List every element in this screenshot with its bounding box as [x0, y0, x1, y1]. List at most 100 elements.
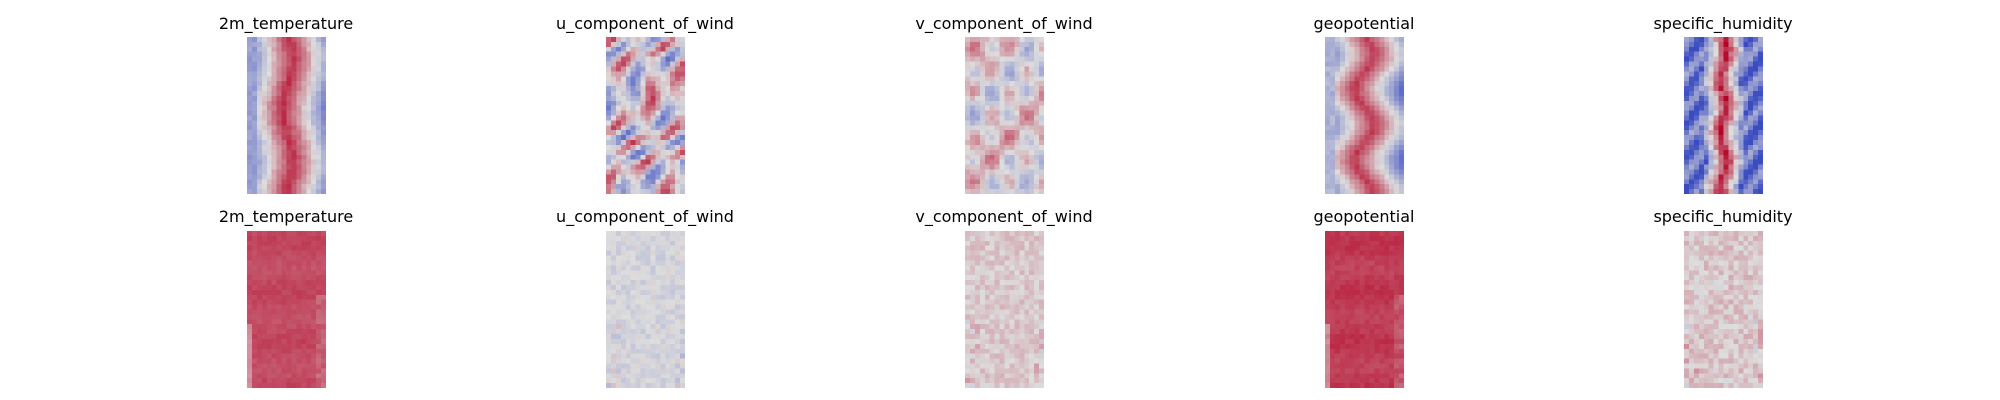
heatmap-cell	[1752, 130, 1758, 136]
heatmap-cell	[679, 130, 685, 136]
heatmap-cell	[1718, 270, 1724, 276]
heatmap-cell	[1334, 231, 1340, 237]
heatmap-cell	[1354, 358, 1360, 364]
heatmap-cell	[1339, 343, 1345, 349]
heatmap-cell	[1732, 154, 1738, 160]
heatmap-cell	[1018, 184, 1024, 190]
heatmap-cell	[654, 140, 660, 146]
heatmap-cell	[989, 235, 995, 241]
heatmap-cell	[310, 383, 316, 388]
heatmap-cell	[1708, 81, 1714, 87]
heatmap-cell	[1688, 37, 1694, 43]
heatmap-cell	[251, 66, 257, 72]
heatmap-cell	[1028, 169, 1034, 175]
heatmap-cell	[1737, 275, 1743, 281]
heatmap-cell	[1713, 149, 1719, 155]
heatmap-cell	[315, 250, 321, 256]
heatmap-cell	[295, 120, 301, 126]
heatmap-cell	[246, 41, 252, 47]
heatmap-cell	[1718, 51, 1724, 57]
heatmap-cell	[1373, 235, 1379, 241]
heatmap-cell	[1688, 184, 1694, 190]
heatmap-cell	[1747, 130, 1753, 136]
heatmap-cell	[1023, 280, 1029, 286]
heatmap-cell	[605, 184, 611, 190]
heatmap-cell	[315, 353, 321, 359]
heatmap-cell	[669, 184, 675, 190]
heatmap-cell	[295, 125, 301, 131]
heatmap-cell	[1732, 159, 1738, 165]
heatmap-cell	[999, 189, 1005, 194]
heatmap-cell	[1033, 260, 1039, 266]
heatmap-cell	[1033, 120, 1039, 126]
heatmap-cell	[1723, 255, 1729, 261]
heatmap-cell	[1013, 260, 1019, 266]
heatmap-cell	[610, 358, 616, 364]
heatmap-cell	[645, 358, 651, 364]
heatmap-cell	[649, 100, 655, 106]
heatmap-cell	[635, 338, 641, 344]
heatmap-cell	[625, 265, 631, 271]
heatmap-cell	[1339, 231, 1345, 237]
heatmap-cell	[290, 149, 296, 155]
heatmap-cell	[620, 140, 626, 146]
heatmap-cell	[969, 289, 975, 295]
heatmap-cell	[659, 245, 665, 251]
heatmap-cell	[1703, 110, 1709, 116]
heatmap-cell	[266, 164, 272, 170]
heatmap-cell	[1723, 324, 1729, 330]
heatmap-cell	[649, 235, 655, 241]
heatmap-cell	[669, 373, 675, 379]
heatmap-cell	[979, 159, 985, 165]
heatmap-cell	[286, 304, 292, 310]
heatmap-cell	[1349, 270, 1355, 276]
heatmap-cell	[1004, 95, 1010, 101]
heatmap-cell	[310, 51, 316, 57]
heatmap-cell	[974, 164, 980, 170]
heatmap-cell	[1013, 231, 1019, 237]
heatmap-cell	[994, 149, 1000, 155]
heatmap-cell	[281, 299, 287, 305]
heatmap-cell	[974, 245, 980, 251]
heatmap-cell	[276, 115, 282, 121]
heatmap-cell	[974, 383, 980, 388]
heatmap-cell	[251, 309, 257, 315]
heatmap-cell	[1723, 319, 1729, 325]
heatmap-cell	[1349, 61, 1355, 67]
heatmap-cell	[659, 37, 665, 43]
heatmap-cell	[1723, 76, 1729, 82]
heatmap-cell	[1383, 260, 1389, 266]
heatmap-cell	[295, 373, 301, 379]
heatmap-cell	[635, 56, 641, 62]
heatmap-cell	[1349, 231, 1355, 237]
heatmap-cell	[1708, 304, 1714, 310]
heatmap-cell	[1737, 289, 1743, 295]
heatmap-cell	[1324, 56, 1330, 62]
heatmap-cell	[1727, 240, 1733, 246]
heatmap-cell	[1038, 130, 1044, 136]
heatmap-cell	[1698, 164, 1704, 170]
heatmap-cell	[1013, 343, 1019, 349]
heatmap-cell	[1383, 338, 1389, 344]
heatmap-cell	[615, 115, 621, 121]
heatmap-cell	[1693, 135, 1699, 141]
heatmap-cell	[999, 51, 1005, 57]
heatmap-cell	[1757, 231, 1763, 237]
heatmap-cell	[1757, 144, 1763, 150]
heatmap-cell	[1383, 319, 1389, 325]
heatmap-cell	[640, 265, 646, 271]
heatmap-cell	[1028, 378, 1034, 384]
heatmap-cell	[1008, 130, 1014, 136]
heatmap-cell	[620, 144, 626, 150]
heatmap-cell	[1023, 120, 1029, 126]
heatmap-cell	[1398, 304, 1404, 310]
heatmap-cell	[1334, 289, 1340, 295]
heatmap-cell	[1703, 174, 1709, 180]
heatmap-cell	[1752, 164, 1758, 170]
heatmap-cell	[979, 265, 985, 271]
heatmap-cell	[256, 184, 262, 190]
heatmap-cell	[271, 61, 277, 67]
heatmap-cell	[1023, 144, 1029, 150]
heatmap-cell	[674, 231, 680, 237]
heatmap-cell	[1737, 71, 1743, 77]
